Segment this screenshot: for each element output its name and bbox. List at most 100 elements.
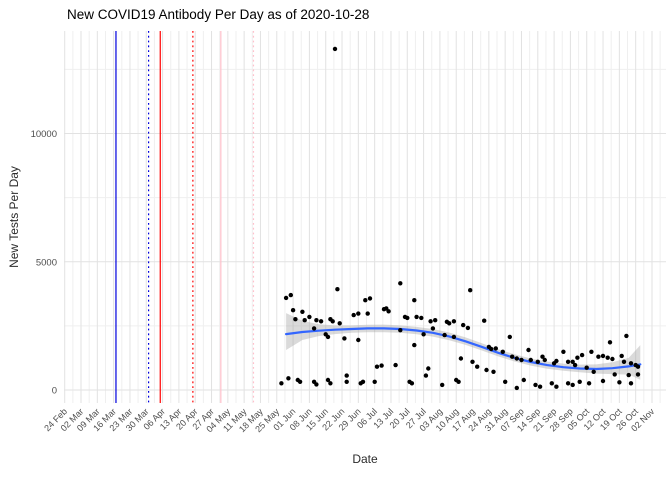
y-tick-label: 10000: [31, 129, 57, 140]
confidence-ribbon: [286, 313, 641, 380]
data-point: [572, 362, 578, 368]
data-point: [500, 349, 505, 354]
data-point: [363, 298, 368, 303]
data-point: [393, 362, 398, 368]
data-point: [456, 379, 461, 384]
x-axis-title: Date: [352, 452, 378, 466]
data-point: [300, 309, 305, 314]
data-point: [526, 347, 531, 353]
data-point: [279, 381, 284, 386]
data-point: [379, 363, 384, 368]
data-point: [374, 364, 380, 369]
data-point: [521, 377, 526, 383]
data-point: [484, 367, 489, 373]
y-tick-label: 5000: [36, 257, 57, 268]
data-point: [626, 372, 631, 378]
data-point: [302, 318, 307, 323]
data-point: [475, 364, 480, 369]
data-point: [570, 359, 575, 364]
data-point: [535, 359, 540, 364]
data-point: [507, 334, 512, 340]
data-point: [565, 381, 571, 386]
data-point: [293, 317, 298, 322]
data-point: [635, 364, 641, 369]
data-point: [372, 379, 377, 384]
data-point: [624, 333, 629, 339]
data-point: [554, 384, 559, 389]
data-point: [612, 372, 617, 377]
data-point: [351, 312, 356, 318]
data-point: [451, 334, 457, 340]
data-point: [442, 332, 447, 338]
chart-title: New COVID19 Antibody Per Day as of 2020-…: [67, 7, 370, 22]
data-point: [605, 355, 610, 360]
data-point: [610, 356, 615, 362]
data-point: [533, 382, 538, 388]
data-point: [328, 381, 333, 386]
data-point: [537, 384, 543, 389]
data-point: [600, 353, 606, 359]
data-point: [405, 315, 410, 321]
data-point: [468, 288, 473, 293]
data-point: [461, 322, 466, 328]
data-point: [470, 359, 475, 364]
y-tick-label: 0: [52, 386, 57, 397]
data-point: [514, 385, 519, 391]
data-point: [491, 369, 496, 374]
data-point: [414, 314, 419, 320]
data-point: [617, 380, 622, 385]
data-point: [286, 376, 291, 381]
data-point: [619, 353, 624, 359]
data-point: [409, 381, 415, 386]
data-point: [412, 298, 417, 303]
data-point: [314, 382, 319, 387]
data-point: [297, 379, 303, 384]
data-point: [325, 377, 331, 383]
data-point: [314, 318, 319, 323]
data-point: [398, 328, 403, 333]
data-point: [489, 346, 494, 352]
data-point: [528, 357, 533, 363]
data-point: [367, 296, 373, 301]
data-point: [540, 354, 545, 359]
data-point: [447, 321, 452, 326]
data-point: [565, 359, 571, 364]
data-point: [288, 292, 293, 298]
data-point: [342, 336, 347, 341]
data-point: [482, 318, 487, 323]
data-point: [589, 349, 594, 354]
data-point: [311, 326, 317, 331]
data-point: [586, 381, 592, 386]
data-point: [307, 314, 312, 320]
data-point: [570, 382, 575, 388]
data-point: [493, 346, 498, 351]
data-point: [356, 311, 361, 316]
data-point: [554, 358, 559, 364]
data-point: [335, 287, 340, 292]
data-point: [591, 369, 596, 374]
data-point: [430, 326, 436, 331]
data-point: [621, 359, 627, 364]
data-point: [419, 315, 424, 321]
data-point: [386, 309, 391, 314]
data-point: [423, 373, 429, 378]
data-point: [514, 356, 519, 361]
data-point: [596, 354, 601, 359]
data-point: [440, 382, 445, 388]
data-point: [577, 379, 582, 384]
data-point: [503, 379, 508, 384]
data-point: [458, 356, 464, 361]
data-point: [356, 337, 361, 343]
data-point: [465, 325, 471, 331]
data-point: [607, 340, 613, 345]
y-axis-title: New Tests Per Day: [7, 166, 21, 268]
data-point: [510, 354, 515, 359]
data-point: [421, 332, 426, 337]
data-point: [365, 311, 370, 316]
data-point: [360, 379, 366, 384]
data-point: [584, 365, 589, 370]
data-point: [628, 361, 634, 366]
data-point: [290, 308, 296, 313]
